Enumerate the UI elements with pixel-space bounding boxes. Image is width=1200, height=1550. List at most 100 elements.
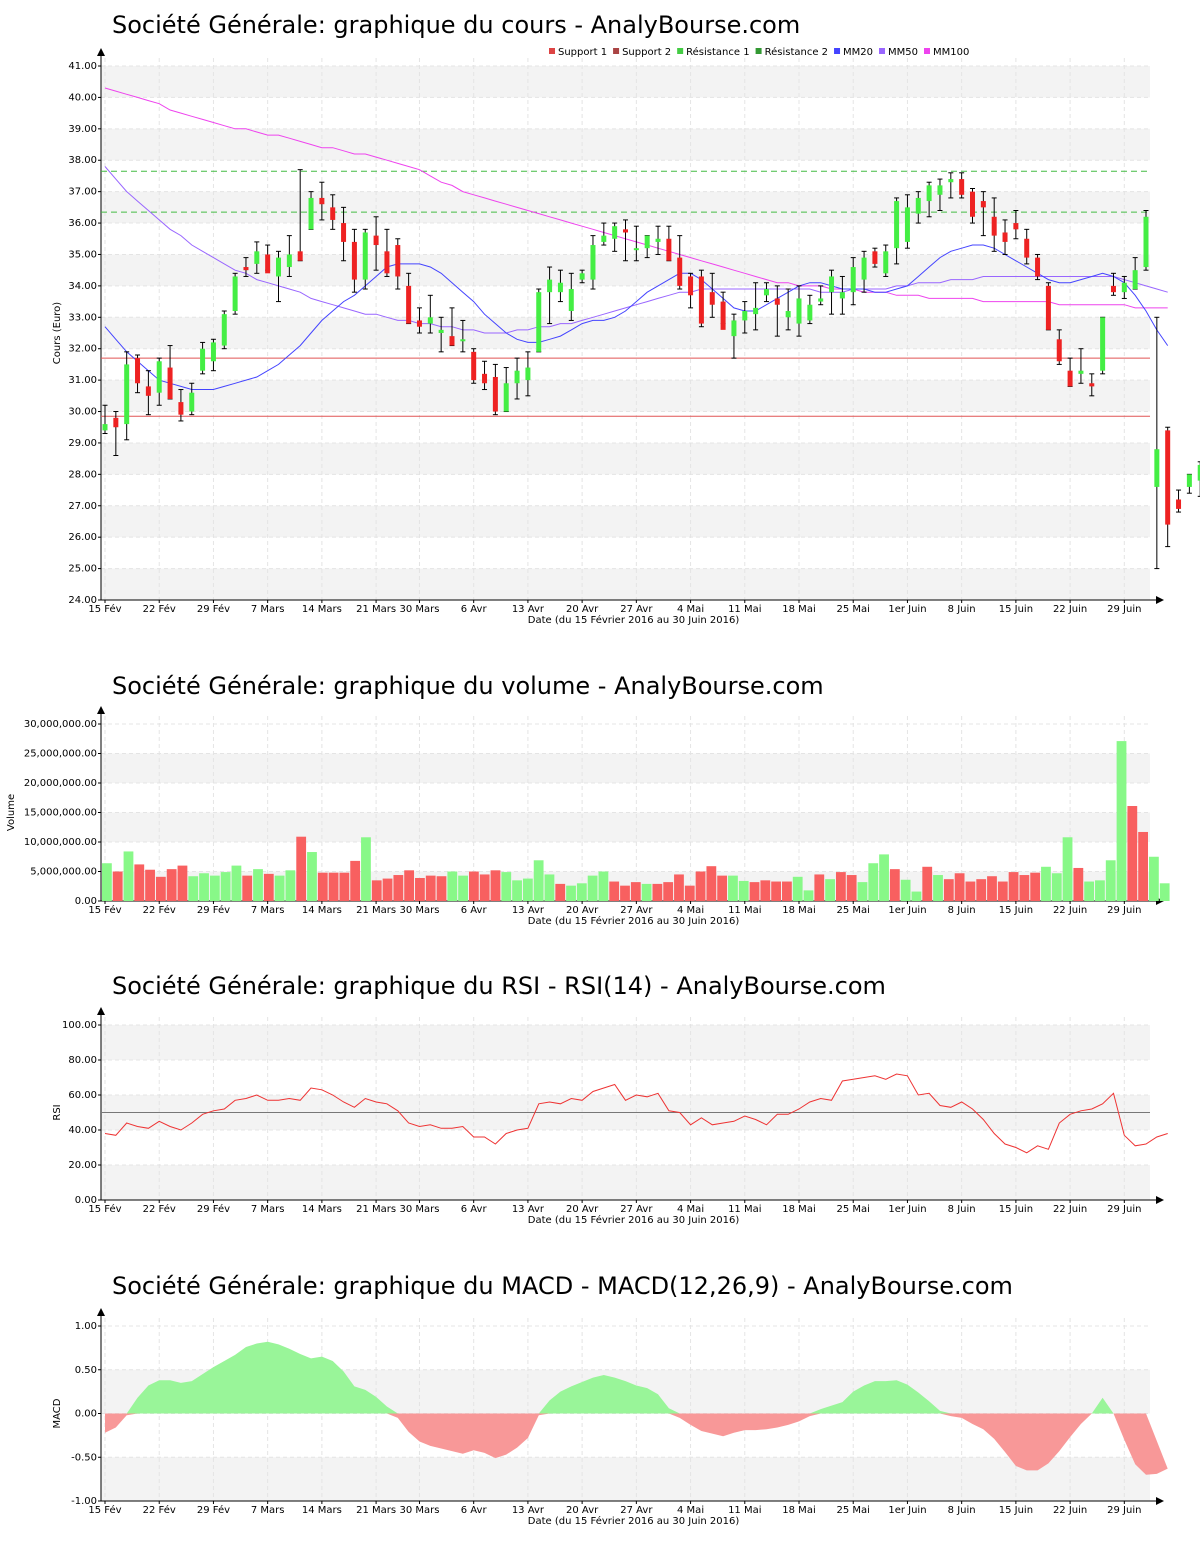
candle-body <box>1143 216 1149 268</box>
price-y-tick-label: 28.00 <box>68 469 97 480</box>
volume-x-tick-label: 21 Mars <box>356 905 396 916</box>
candle-body <box>514 370 520 384</box>
volume-x-tick-label: 7 Mars <box>251 905 285 916</box>
mm50-line <box>104 166 1168 334</box>
candle-body <box>189 392 195 412</box>
price-grid-band <box>101 442 1150 475</box>
volume-x-tick-label: 22 Juin <box>1053 905 1087 916</box>
volume-bar <box>123 851 134 901</box>
price-y-tick-label: 36.00 <box>68 218 97 229</box>
rsi-x-tick-label: 21 Mars <box>356 1204 396 1215</box>
rsi-x-tick-label: 8 Juin <box>948 1204 976 1215</box>
macd-grid-band <box>101 1457 1150 1501</box>
candle-body <box>438 329 444 333</box>
price-y-tick-label: 32.00 <box>68 344 97 355</box>
legend-swatch <box>834 48 841 54</box>
volume-x-tick-label: 15 Juin <box>999 905 1033 916</box>
volume-bar <box>814 874 825 901</box>
macd-y-axis-arrow <box>97 1308 105 1316</box>
candle-body <box>829 276 835 293</box>
candle-body <box>894 201 900 249</box>
price-x-tick-label: 14 Mars <box>302 604 342 615</box>
volume-bar <box>652 883 663 901</box>
price-grid-band <box>101 317 1150 349</box>
rsi-x-tick-label: 20 Avr <box>566 1204 599 1215</box>
price-x-tick-label: 22 Juin <box>1053 604 1087 615</box>
candle-body <box>742 311 748 321</box>
candle-body <box>492 376 498 412</box>
price-x-tick-label: 29 Juin <box>1107 604 1141 615</box>
rsi-chart-title: Société Générale: graphique du RSI - RSI… <box>112 972 886 1000</box>
macd-x-axis-label: Date (du 15 Février 2016 au 30 Juin 2016… <box>528 1515 740 1527</box>
volume-x-tick-label: 29 Juin <box>1107 905 1141 916</box>
candle-body <box>482 373 488 384</box>
volume-bar <box>684 885 695 901</box>
volume-bar <box>954 873 965 901</box>
legend-swatch <box>879 48 886 54</box>
volume-bar <box>889 869 900 901</box>
volume-bar <box>102 863 112 901</box>
rsi-x-tick-label: 22 Juin <box>1053 1204 1087 1215</box>
volume-y-tick-label: 30,000,000.00 <box>24 719 97 730</box>
rsi-x-tick-label: 11 Mai <box>728 1204 761 1215</box>
volume-bar <box>943 879 954 901</box>
candle-body <box>102 424 108 431</box>
legend-swatch <box>613 48 620 54</box>
legend-label: MM100 <box>933 47 969 58</box>
volume-bar <box>350 860 361 901</box>
candle-body <box>416 320 422 327</box>
volume-bar <box>717 875 728 901</box>
legend-label: Support 2 <box>622 47 671 58</box>
candle-body <box>351 241 357 280</box>
volume-bar <box>900 879 911 901</box>
price-y-tick-label: 41.00 <box>68 61 97 72</box>
volume-bar <box>209 875 220 901</box>
volume-bar <box>339 872 350 901</box>
candle-body <box>633 248 639 251</box>
price-x-axis-label: Date (du 15 Février 2016 au 30 Juin 2016… <box>528 614 740 626</box>
candle-body <box>341 223 347 242</box>
candle-body <box>1045 285 1051 330</box>
price-x-tick-label: 25 Mai <box>837 604 870 615</box>
candle-body <box>254 251 260 264</box>
volume-bar <box>296 836 307 901</box>
volume-bar <box>630 882 641 901</box>
candle-body <box>904 207 910 242</box>
macd-y-axis-label: MACD <box>52 1398 63 1428</box>
macd-chart-title: Société Générale: graphique du MACD - MA… <box>112 1272 1013 1300</box>
rsi-grid-band <box>101 1165 1150 1200</box>
volume-x-tick-label: 6 Avr <box>461 905 488 916</box>
volume-bar <box>220 872 231 901</box>
volume-bar <box>749 882 760 901</box>
volume-bar <box>1116 741 1127 901</box>
volume-bar <box>328 872 339 901</box>
rsi-x-tick-label: 27 Avr <box>620 1204 653 1215</box>
volume-y-tick-label: 25,000,000.00 <box>24 749 97 760</box>
rsi-grid-band <box>101 1025 1150 1060</box>
volume-bar <box>242 875 253 901</box>
volume-bar <box>458 875 468 901</box>
price-x-tick-label: 1er Juin <box>888 604 926 615</box>
volume-bar <box>620 885 630 901</box>
volume-bar <box>609 881 620 901</box>
volume-chart-title: Société Générale: graphique du volume - … <box>112 672 824 700</box>
candle-body <box>1121 282 1127 293</box>
volume-x-tick-label: 8 Juin <box>948 905 976 916</box>
macd-positive-area <box>105 1341 1168 1414</box>
price-y-tick-label: 29.00 <box>68 438 97 449</box>
price-y-tick-label: 40.00 <box>68 92 97 103</box>
rsi-x-axis-arrow <box>1156 1196 1164 1204</box>
candle-body <box>763 289 769 296</box>
volume-bar <box>1041 866 1051 901</box>
volume-bar <box>155 876 166 901</box>
price-x-tick-label: 11 Mai <box>728 604 761 615</box>
volume-bar <box>1127 806 1138 901</box>
volume-y-tick-label: 5,000,000.00 <box>30 867 97 878</box>
candle-body <box>623 229 628 233</box>
legend-label: MM20 <box>843 47 873 58</box>
candle-body <box>1056 339 1062 362</box>
price-x-tick-label: 30 Mars <box>399 604 439 615</box>
candle-body <box>135 358 141 384</box>
price-y-tick-label: 39.00 <box>68 124 97 135</box>
volume-grid-band <box>101 812 1150 842</box>
